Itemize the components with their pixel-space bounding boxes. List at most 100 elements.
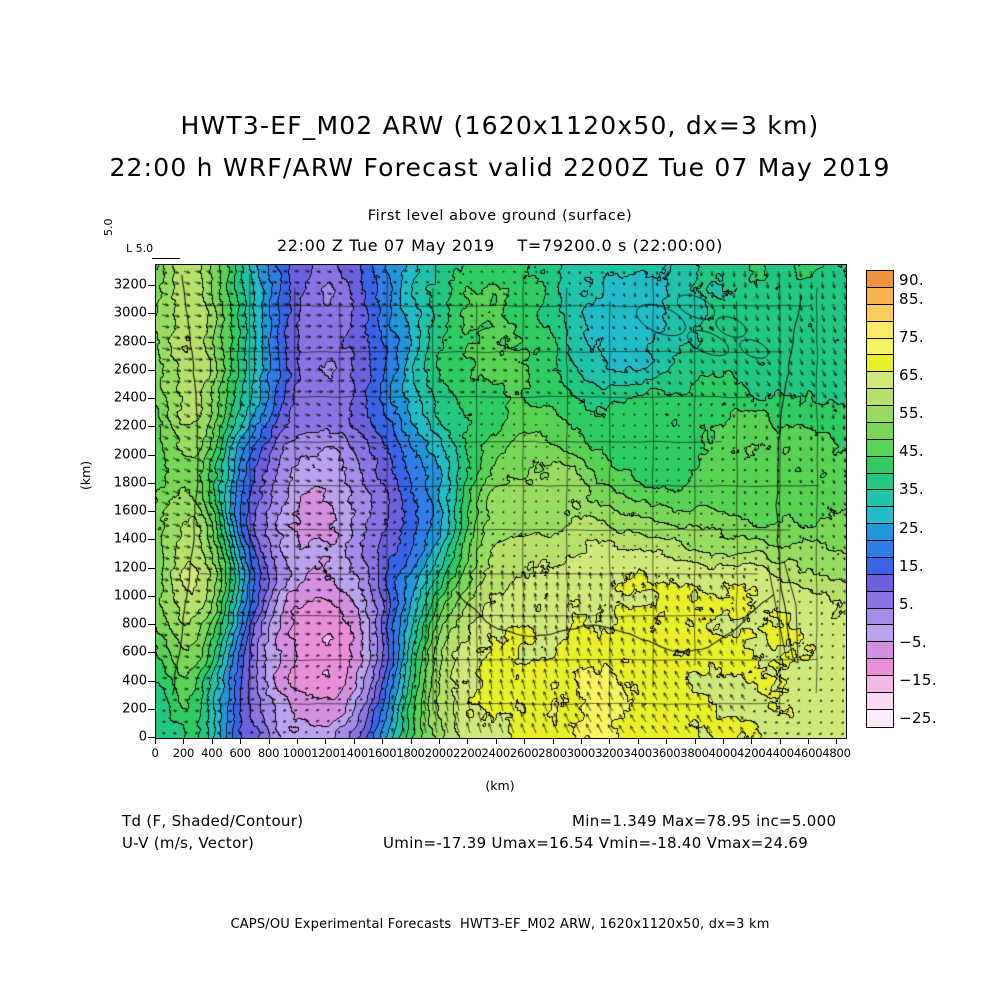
x-tick	[666, 738, 668, 744]
colorbar-label: 75.	[899, 327, 925, 346]
subtitle-level: First level above ground (surface)	[367, 208, 633, 224]
colorbar-swatch	[867, 642, 893, 660]
x-tick	[524, 738, 526, 744]
x-tick	[211, 738, 213, 744]
y-tick-label: 2800	[113, 334, 147, 350]
y-tick	[148, 567, 155, 569]
colorbar-swatch	[867, 574, 893, 592]
y-tick	[148, 539, 155, 541]
y-tick-label: 2400	[113, 390, 147, 406]
x-tick	[438, 738, 440, 744]
colorbar-label: 45.	[899, 442, 925, 461]
dewpoint-shaded-field	[156, 265, 846, 738]
colorbar-swatch	[867, 608, 893, 626]
colorbar-swatch	[867, 406, 893, 423]
x-tick	[751, 738, 753, 744]
x-tick	[353, 738, 355, 744]
y-tick	[148, 708, 155, 710]
x-tick-label: 2600	[509, 746, 539, 760]
x-tick-label: 4200	[737, 746, 766, 760]
x-tick-label: 200	[172, 746, 195, 760]
x-tick-label: 0	[151, 746, 159, 760]
colorbar-label: 35.	[899, 480, 925, 499]
reference-vector-key: 5.0 L 5.0	[102, 219, 180, 262]
x-tick-label: 3400	[623, 746, 652, 760]
y-tick-label: 2000	[113, 447, 147, 463]
colorbar-swatch	[867, 692, 893, 710]
y-tick	[148, 652, 155, 654]
colorbar-swatch	[867, 456, 893, 474]
subtitle-time: 22:00 Z Tue 07 May 2019 T=79200.0 s (22:…	[277, 236, 723, 255]
colorbar-swatch	[867, 372, 893, 390]
footer-stats-line-2: Umin=-17.39 Umax=16.54 Vmin=-18.40 Vmax=…	[383, 834, 809, 852]
y-tick	[148, 680, 155, 682]
x-tick	[580, 738, 582, 744]
x-tick	[836, 738, 838, 744]
colorbar-swatch	[867, 389, 893, 406]
footer-field-line-1: Td (F, Shaded/Contour)	[122, 812, 304, 830]
colorbar-label: −5.	[899, 633, 928, 652]
colorbar-swatch	[867, 473, 893, 491]
colorbar-swatch	[867, 304, 893, 322]
colorbar-swatch	[867, 659, 893, 676]
x-tick-label: 4000	[708, 746, 738, 760]
y-tick-label: 1800	[113, 475, 147, 491]
y-tick-label: 2200	[113, 418, 147, 434]
x-tick	[382, 738, 384, 744]
x-tick-label: 2800	[538, 746, 567, 760]
y-tick	[148, 482, 155, 484]
y-tick-label: 800	[122, 616, 147, 632]
colorbar-swatch	[867, 709, 893, 727]
x-tick-label: 3000	[566, 746, 596, 760]
x-tick	[694, 738, 696, 744]
y-tick-label: 600	[122, 644, 147, 660]
x-tick-label: 3800	[680, 746, 709, 760]
footer-field-line-2: U-V (m/s, Vector)	[122, 834, 255, 852]
colorbar-label: 25.	[899, 518, 925, 537]
x-axis-title: (km)	[485, 778, 515, 793]
y-tick-label: 1200	[113, 560, 147, 576]
x-tick-label: 3600	[651, 746, 681, 760]
x-tick-label: 2200	[453, 746, 482, 760]
x-tick	[609, 738, 611, 744]
colorbar-swatch	[867, 321, 893, 339]
footer-stats: Td (F, Shaded/Contour) U-V (m/s, Vector)…	[0, 812, 1000, 872]
x-tick	[268, 738, 270, 744]
x-tick-label: 800	[257, 746, 280, 760]
colorbar-swatch	[867, 490, 893, 508]
colorbar-swatch	[867, 338, 893, 356]
colorbar-swatch	[867, 541, 893, 558]
x-tick-label: 1400	[339, 746, 369, 760]
colorbar-swatch	[867, 676, 893, 693]
y-tick-label: 3000	[113, 305, 147, 321]
map-plot-area[interactable]	[155, 264, 847, 739]
footer-stats-line-1: Min=1.349 Max=78.95 inc=5.000	[572, 812, 837, 830]
reference-vector-label: L 5.0	[126, 242, 154, 255]
colorbar-label: −25.	[899, 709, 938, 728]
x-tick	[410, 738, 412, 744]
chart-title: HWT3-EF_M02 ARW (1620x1120x50, dx=3 km) …	[0, 105, 1000, 189]
x-tick-label: 2400	[481, 746, 511, 760]
colorbar-swatch	[867, 422, 893, 440]
x-tick-label: 4400	[765, 746, 794, 760]
y-tick-label: 1000	[113, 588, 147, 604]
colorbar[interactable]	[866, 270, 894, 728]
colorbar-label: −15.	[899, 671, 938, 690]
x-tick	[552, 738, 554, 744]
colorbar-swatch	[867, 625, 893, 643]
y-tick-label: 400	[122, 673, 147, 689]
colorbar-label: 5.	[899, 594, 915, 613]
reference-vector-arrow-icon	[152, 258, 180, 259]
x-tick	[808, 738, 810, 744]
colorbar-label: 65.	[899, 365, 925, 384]
colorbar-label: 90.	[899, 270, 925, 289]
colorbar-swatch	[867, 355, 893, 373]
y-tick-label: 1600	[113, 503, 147, 519]
x-tick	[183, 738, 185, 744]
colorbar-swatch	[867, 271, 893, 288]
colorbar-swatch	[867, 591, 893, 609]
y-tick	[148, 285, 155, 287]
y-tick-label: 1400	[113, 531, 147, 547]
x-tick-label: 600	[229, 746, 251, 760]
y-tick	[148, 595, 155, 597]
